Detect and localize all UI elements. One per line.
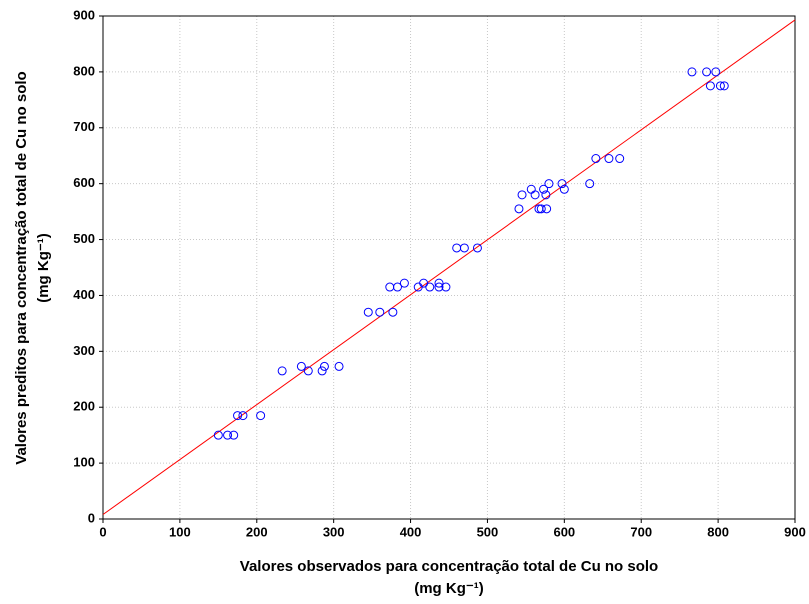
point	[425, 282, 435, 292]
x-tick-label: 0	[99, 524, 106, 539]
point	[434, 278, 444, 288]
point	[702, 67, 712, 77]
point	[229, 430, 239, 440]
x-axis-label: (mg Kg⁻¹)	[414, 580, 484, 597]
x-axis-label: Valores observados para concentração tot…	[240, 558, 658, 575]
point	[233, 411, 243, 421]
point	[472, 243, 482, 253]
x-tick-label: 900	[784, 524, 806, 539]
point	[591, 154, 601, 164]
y-axis-label: (mg Kg⁻¹)	[35, 233, 52, 303]
point	[557, 179, 567, 189]
x-tick-label: 100	[169, 524, 191, 539]
point	[559, 184, 569, 194]
point	[526, 184, 536, 194]
x-tick-label: 500	[477, 524, 499, 539]
point	[296, 361, 306, 371]
y-axis-label: Valores preditos para concentração total…	[13, 71, 30, 464]
point	[334, 361, 344, 371]
point	[530, 190, 540, 200]
x-tick-label: 600	[553, 524, 575, 539]
point	[544, 179, 554, 189]
point	[536, 204, 546, 214]
y-tick-label: 800	[73, 63, 95, 78]
plot-frame	[102, 15, 796, 520]
point	[399, 278, 409, 288]
point	[238, 411, 248, 421]
y-tick-label: 600	[73, 175, 95, 190]
point	[539, 184, 549, 194]
y-tick-label: 900	[73, 7, 95, 22]
point	[317, 366, 327, 376]
point	[585, 179, 595, 189]
y-tick-label: 700	[73, 119, 95, 134]
point	[452, 243, 462, 253]
point	[715, 81, 725, 91]
point	[441, 282, 451, 292]
point	[223, 430, 233, 440]
point	[303, 366, 313, 376]
point	[687, 67, 697, 77]
point	[542, 204, 552, 214]
y-tick-label: 500	[73, 231, 95, 246]
point	[459, 243, 469, 253]
y-tick-label: 0	[88, 510, 95, 525]
point	[541, 190, 551, 200]
x-tick-label: 800	[707, 524, 729, 539]
x-tick-label: 400	[400, 524, 422, 539]
point	[363, 307, 373, 317]
y-tick-label: 100	[73, 455, 95, 470]
point	[517, 190, 527, 200]
point	[604, 154, 614, 164]
point	[375, 307, 385, 317]
point	[388, 307, 398, 317]
point	[434, 282, 444, 292]
fit-line	[102, 19, 796, 515]
point	[277, 366, 287, 376]
x-tick-label: 700	[630, 524, 652, 539]
point	[256, 411, 266, 421]
point	[719, 81, 729, 91]
point	[705, 81, 715, 91]
point	[615, 154, 625, 164]
y-tick-label: 300	[73, 343, 95, 358]
point	[392, 282, 402, 292]
point	[213, 430, 223, 440]
point	[385, 282, 395, 292]
x-tick-label: 200	[246, 524, 268, 539]
point	[319, 361, 329, 371]
y-tick-label: 400	[73, 287, 95, 302]
y-tick-label: 200	[73, 399, 95, 414]
point	[514, 204, 524, 214]
x-tick-label: 300	[323, 524, 345, 539]
point	[711, 67, 721, 77]
